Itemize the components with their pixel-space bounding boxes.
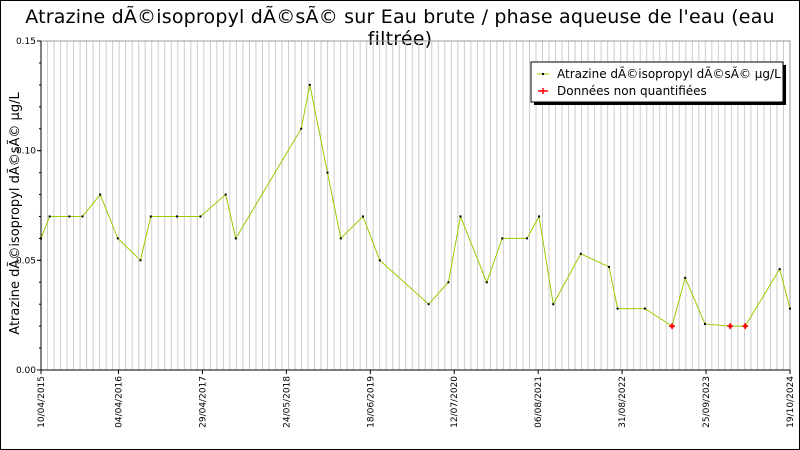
x-tick-label: 12/07/2020 [450,376,460,428]
data-point [778,268,781,271]
data-point [68,215,71,218]
y-tick-label: 0.15 [16,37,36,47]
data-point [538,215,541,218]
legend-label-unquantified: Données non quantifiées [557,84,707,98]
data-point [616,307,619,310]
x-tick-label: 19/10/2024 [786,376,796,428]
x-tick-label: 25/09/2023 [702,376,712,428]
unquantified-point-core [728,324,732,328]
legend-unquantified-swatch [538,88,548,94]
data-point [703,322,706,325]
data-point [81,215,84,218]
axes: 0.00 0.05 0.10 0.15 10/04/2015 04/04/2016 29/0… [7,37,796,428]
data-point [579,252,582,255]
data-series [40,83,791,330]
data-point [684,276,687,279]
data-point [234,237,237,240]
data-point [378,259,381,262]
data-point [40,237,42,240]
data-point [501,237,504,240]
data-point [361,215,364,218]
y-axis-label: Atrazine dÃ©isopropyl dÃ©sÃ© µg/L [7,92,23,335]
data-point [308,83,311,86]
data-point [149,215,152,218]
data-point [300,127,303,130]
vertical-grid [47,41,784,370]
data-point [99,193,102,196]
data-point [199,215,202,218]
series-line [40,84,791,327]
unquantified-point-core [743,324,747,328]
legend: Atrazine dÃ©isopropyl dÃ©sÃ© µg/L Données… [530,61,786,105]
data-point [459,215,462,218]
data-point [447,281,450,284]
chart-title: Atrazine dÃ©isopropyl dÃ©sÃ© sur Eau bru… [25,6,775,50]
data-point [326,171,329,174]
legend-label-series: Atrazine dÃ©isopropyl dÃ©sÃ© µg/L [557,66,781,81]
data-point [525,237,528,240]
data-point [176,215,179,218]
data-point [552,303,555,306]
x-tick-label: 31/08/2022 [618,376,628,428]
x-tick-label: 10/04/2015 [37,376,47,428]
data-point [116,237,119,240]
unquantified-point-core [670,324,674,328]
legend-marker-swatch [542,73,544,75]
x-tick-label: 29/04/2017 [198,376,208,428]
data-point [48,215,51,218]
data-point [789,307,791,310]
data-point [427,303,430,306]
data-point [139,259,142,262]
y-tick-label: 0.00 [16,366,36,376]
y-tick-label: 0.05 [16,256,36,266]
x-tick-label: 06/08/2021 [534,376,544,428]
data-point [607,265,610,268]
y-tick-label: 0.10 [16,147,36,157]
data-point [643,307,646,310]
data-point [485,281,488,284]
x-tick-label: 04/04/2016 [114,376,124,428]
data-point [224,193,227,196]
x-tick-label: 18/06/2019 [366,376,376,428]
data-point [339,237,342,240]
x-tick-label: 24/05/2018 [282,376,292,428]
legend-box [530,61,784,103]
